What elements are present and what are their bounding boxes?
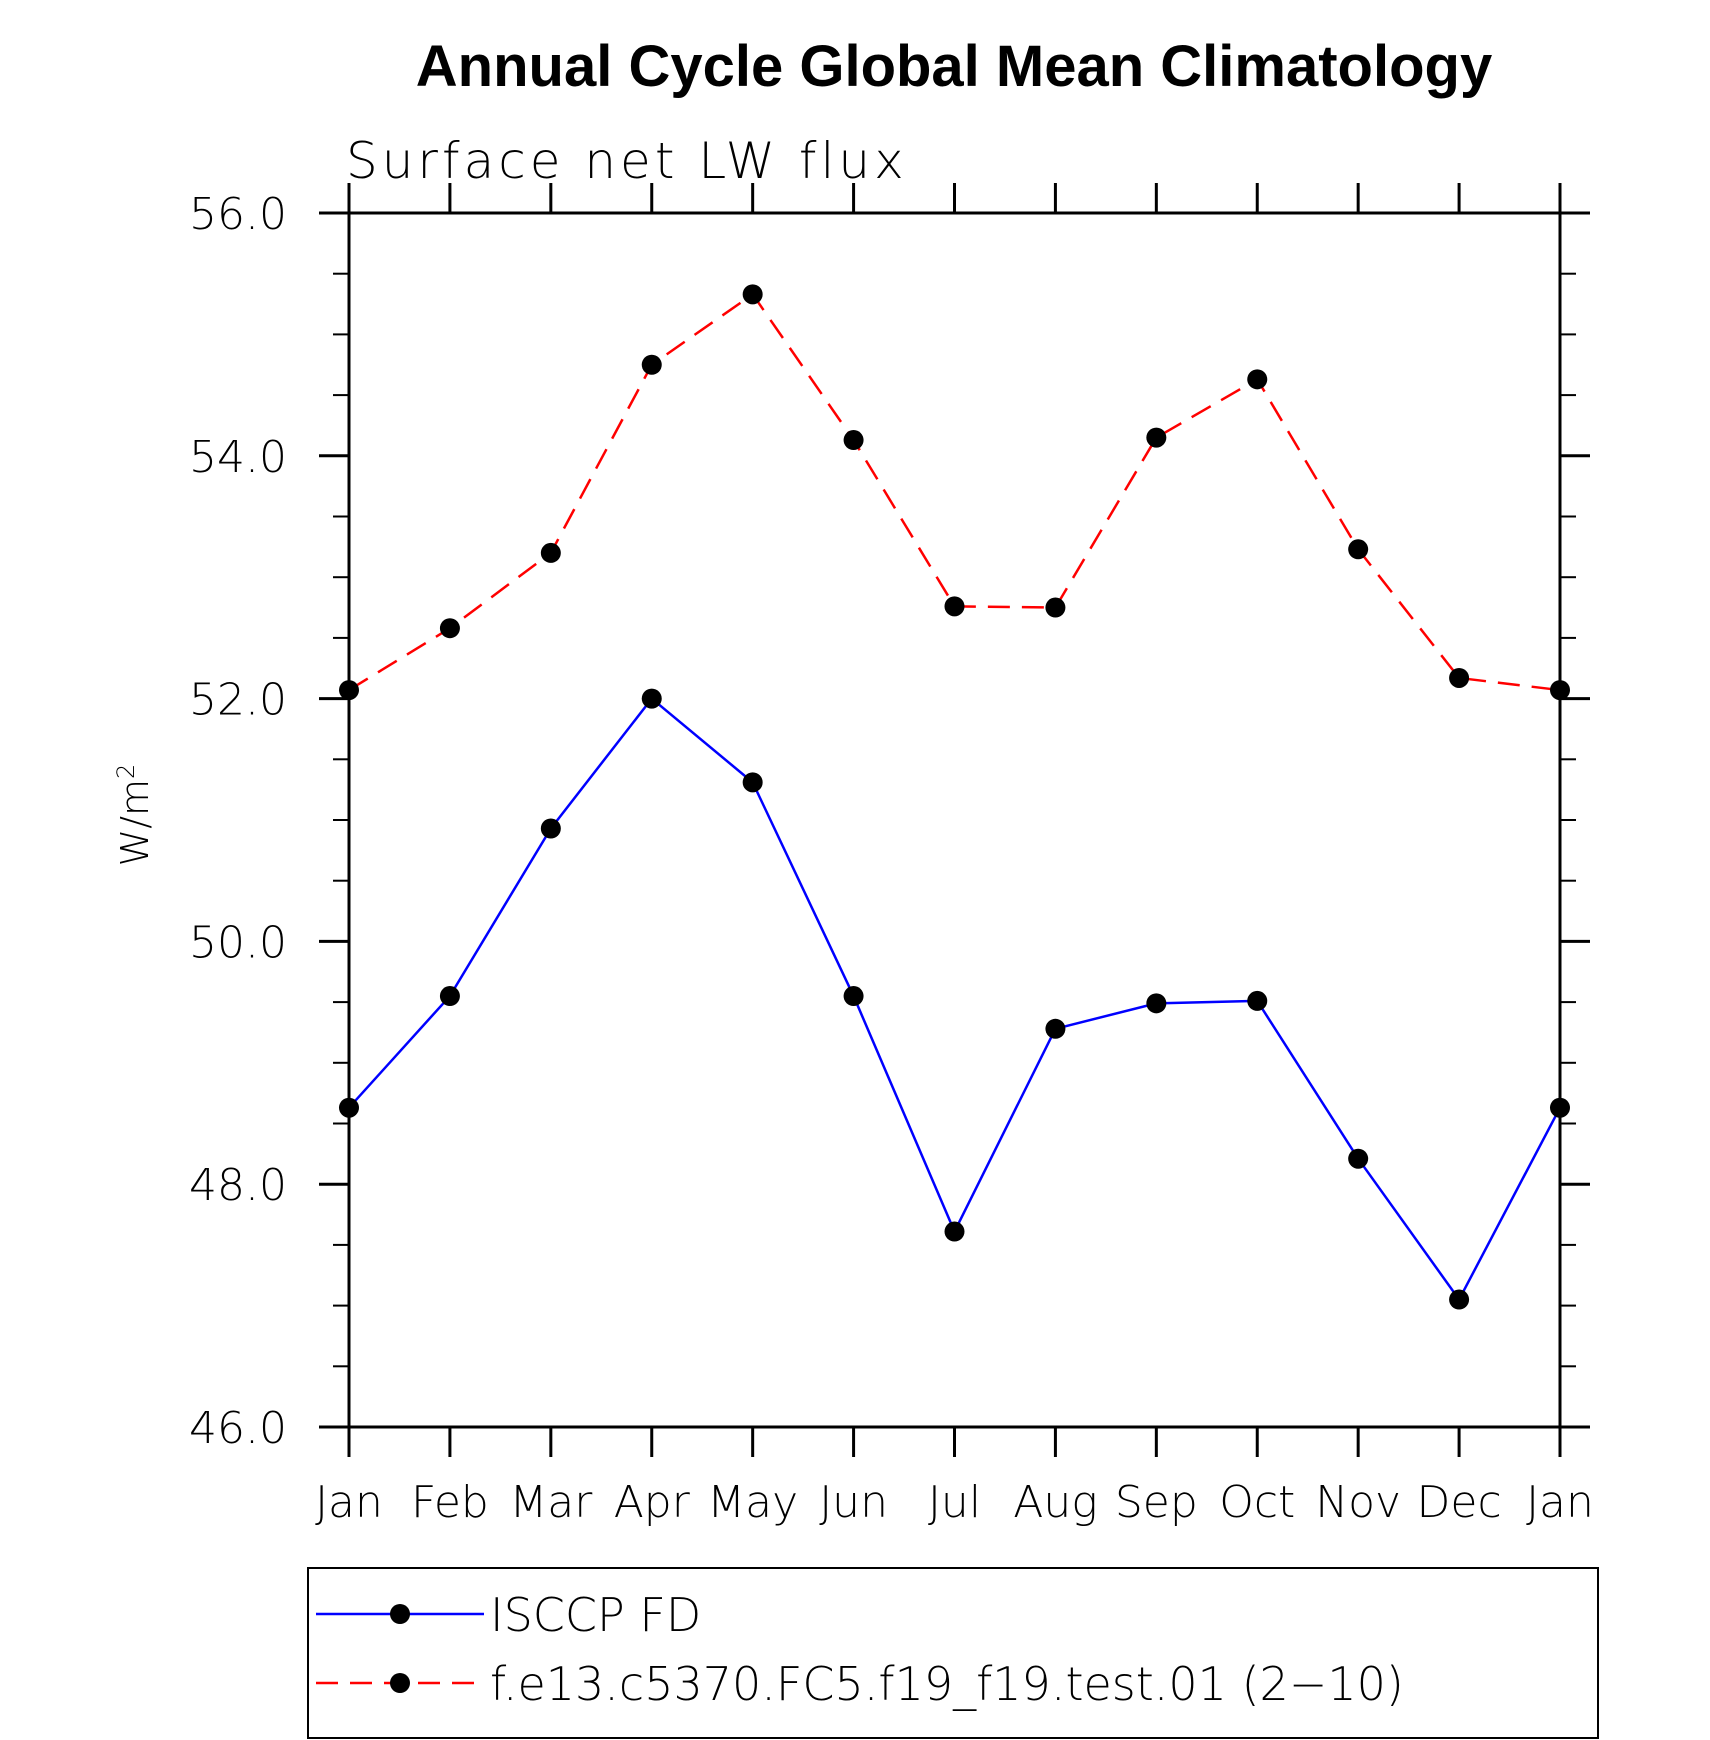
data-point <box>540 818 561 839</box>
data-point <box>1348 1148 1369 1169</box>
data-point <box>843 986 864 1007</box>
x-tick-label: Oct <box>1219 1477 1295 1528</box>
y-tick-label: 50.0 <box>189 917 287 968</box>
data-point <box>1247 369 1268 390</box>
x-tick-label: May <box>707 1477 798 1528</box>
y-tick-label: 54.0 <box>189 432 287 483</box>
axes: Jan Feb Mar Apr May Jun Jul Aug Sep Oct Nov Dec Jan 4… <box>189 183 1594 1528</box>
legend-label: f.e13.c5370.FC5.f19_f19.test.01 (2−10) <box>490 1657 1404 1711</box>
x-tick-label: Nov <box>1315 1477 1401 1528</box>
chart-title: Annual Cycle Global Mean Climatology <box>416 34 1492 99</box>
legend-label: ISCCP FD <box>490 1588 701 1642</box>
data-point <box>843 430 864 451</box>
y-axis-label-superscript: 2 <box>112 764 140 779</box>
data-point <box>1146 993 1167 1014</box>
y-axis-label-text: W/m <box>113 779 157 866</box>
legend-swatch-marker <box>390 1604 410 1624</box>
series-line <box>348 697 1562 1301</box>
data-point <box>1449 667 1470 688</box>
y-tick-label: 56.0 <box>189 189 287 240</box>
legend-box <box>307 1567 1599 1739</box>
data-point <box>944 596 965 617</box>
x-tick-label: Jan <box>315 1477 383 1528</box>
y-axis-label: W/m2 <box>112 764 157 867</box>
data-point <box>944 1221 965 1242</box>
data-point <box>1348 539 1369 560</box>
data-point <box>439 618 460 639</box>
series-2 <box>339 284 1570 701</box>
x-tick-label: Jan <box>1526 1477 1594 1528</box>
series-line <box>348 293 1561 692</box>
data-point <box>1247 990 1268 1011</box>
plot-frame <box>347 211 1562 1429</box>
data-point <box>742 284 763 305</box>
data-point <box>1550 680 1570 701</box>
svg-text:W/m2: W/m2 <box>112 764 157 867</box>
x-tick-label: Apr <box>614 1477 691 1528</box>
x-tick-label: Aug <box>1013 1477 1097 1528</box>
y-tick-label: 46.0 <box>189 1403 287 1454</box>
chart-subtitle: Surface net LW flux <box>346 132 908 190</box>
series-1 <box>339 688 1570 1310</box>
data-point <box>641 688 662 709</box>
x-tick-label: Dec <box>1417 1477 1502 1528</box>
data-point <box>641 354 662 375</box>
x-tick-label: Jun <box>819 1477 888 1528</box>
x-tick-label: Jul <box>928 1477 981 1528</box>
data-point <box>1550 1097 1570 1118</box>
y-tick-label: 52.0 <box>189 675 287 726</box>
data-point <box>339 1097 359 1118</box>
data-point <box>742 772 763 793</box>
legend: ISCCP FD f.e13.c5370.FC5.f19_f19.test.01 … <box>307 1567 1599 1739</box>
data-point <box>1045 1018 1066 1039</box>
x-tick-label: Sep <box>1115 1477 1198 1528</box>
data-point <box>1146 427 1167 448</box>
legend-swatch-marker <box>390 1673 410 1693</box>
x-tick-label: Mar <box>509 1477 593 1528</box>
plot-series <box>339 284 1570 1310</box>
data-point <box>1449 1289 1470 1310</box>
data-point <box>339 680 359 701</box>
data-point <box>1045 597 1066 618</box>
data-point <box>439 986 460 1007</box>
x-tick-label: Feb <box>411 1477 489 1528</box>
data-point <box>540 542 561 563</box>
y-tick-label: 48.0 <box>189 1160 287 1211</box>
